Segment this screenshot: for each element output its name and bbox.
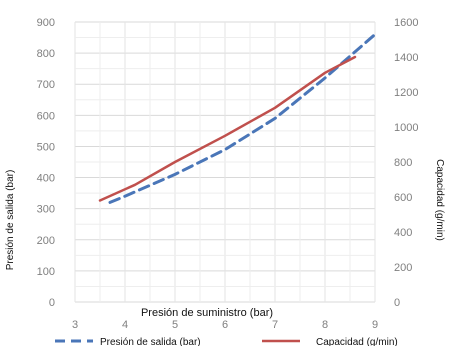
y-tick-label: 200	[37, 235, 55, 247]
y-axis-right-ticks: 0 200 400 600 800 1000 1200 1400 1600	[394, 17, 418, 309]
x-tick-label: 9	[372, 319, 378, 331]
grid	[74, 21, 376, 303]
y-tick-label: 900	[37, 17, 55, 29]
x-tick-label: 5	[172, 319, 178, 331]
y-tick-label: 700	[37, 79, 55, 91]
y2-tick-label: 1400	[394, 52, 418, 64]
y2-tick-label: 800	[394, 157, 412, 169]
y2-tick-label: 1000	[394, 122, 418, 134]
y-tick-label: 400	[37, 173, 55, 185]
y-tick-label: 800	[37, 48, 55, 60]
x-tick-label: 8	[322, 319, 328, 331]
x-axis-label: Presión de suministro (bar)	[141, 307, 273, 319]
y-tick-label: 300	[37, 204, 55, 216]
y2-tick-label: 200	[394, 262, 412, 274]
y2-tick-label: 1200	[394, 87, 418, 99]
legend-label-0: Presión de salida (bar)	[100, 337, 201, 346]
x-tick-label: 4	[122, 319, 128, 331]
series-group	[98, 32, 377, 204]
y-axis-left-label: Presión de salida (bar)	[5, 170, 16, 271]
y-tick-label: 500	[37, 141, 55, 153]
y-axis-left-ticks: 0 100 200 300 400 500 600 700 800 900	[37, 17, 55, 309]
y-tick-label: 0	[49, 297, 55, 309]
y2-tick-label: 600	[394, 192, 412, 204]
y2-tick-label: 0	[394, 297, 400, 309]
x-tick-label: 6	[222, 319, 228, 331]
y-tick-label: 600	[37, 110, 55, 122]
y2-tick-label: 1600	[394, 17, 418, 29]
x-tick-label: 7	[272, 319, 278, 331]
series-line-0	[108, 32, 377, 204]
x-tick-label: 3	[72, 319, 78, 331]
series-line-1	[98, 55, 357, 202]
y-tick-label: 100	[37, 266, 55, 278]
y2-tick-label: 400	[394, 227, 412, 239]
legend: Presión de salida (bar) Capacidad (g/min)	[55, 337, 398, 348]
legend-label-1: Capacidad (g/min)	[316, 337, 398, 346]
y-axis-right-label: Capacidad (g/min)	[434, 159, 445, 241]
x-axis-ticks: 3 4 5 6 7 8 9	[72, 319, 378, 331]
